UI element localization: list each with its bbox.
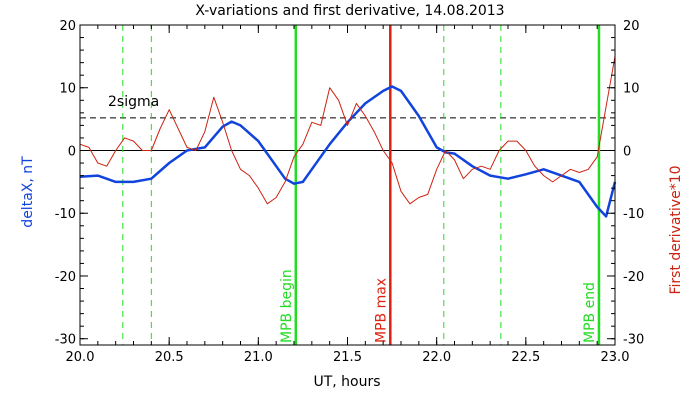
x-tick-label: 23.0 — [601, 350, 630, 365]
x-tick-label: 22.0 — [422, 350, 451, 365]
reference-lines — [80, 25, 615, 345]
x-tick-label: 22.5 — [511, 350, 540, 365]
y-tick-label-left: 20 — [59, 19, 76, 34]
y-tick-label-right: 0 — [623, 144, 631, 159]
y-tick-label-left: -30 — [55, 333, 76, 348]
y-axis-left-label: deltaX, nT — [20, 156, 36, 228]
chart-title: X-variations and first derivative, 14.08… — [195, 3, 504, 19]
y-tick-label-left: -10 — [55, 207, 76, 222]
x-tick-label: 20.5 — [155, 350, 184, 365]
y-tick-label-right: 10 — [623, 82, 640, 97]
y-axis-right-label: First derivative*10 — [668, 165, 684, 294]
y-tick-label-right: -20 — [623, 270, 644, 285]
y-tick-label-right: 20 — [623, 19, 640, 34]
mpb-marker-label: MPB end — [582, 282, 598, 343]
y-tick-label-left: 10 — [59, 82, 76, 97]
y-tick-label-left: -20 — [55, 270, 76, 285]
y-tick-label-right: -10 — [623, 207, 644, 222]
mpb-marker-label: MPB begin — [279, 269, 295, 343]
series-line-derivative — [79, 56, 616, 205]
mpb-marker-label: MPB max — [373, 278, 389, 343]
series-line-deltax — [79, 85, 617, 218]
x-tick-label: 21.0 — [244, 350, 273, 365]
y-tick-label-left: 0 — [68, 144, 76, 159]
sigma-label: 2sigma — [108, 94, 159, 110]
plot-frame — [79, 24, 616, 346]
mpb-markers: MPB begin MPB max MPB end — [279, 25, 601, 345]
axes: 20.0 20.5 21.0 21.5 22.0 22.5 23.0 -30 -30 -20 -20… — [55, 19, 644, 365]
y-tick-label-right: -30 — [623, 333, 644, 348]
series-layer — [79, 56, 617, 218]
x-tick-label: 20.0 — [66, 350, 95, 365]
x-axis-label: UT, hours — [313, 374, 380, 390]
x-tick-label: 21.5 — [333, 350, 362, 365]
